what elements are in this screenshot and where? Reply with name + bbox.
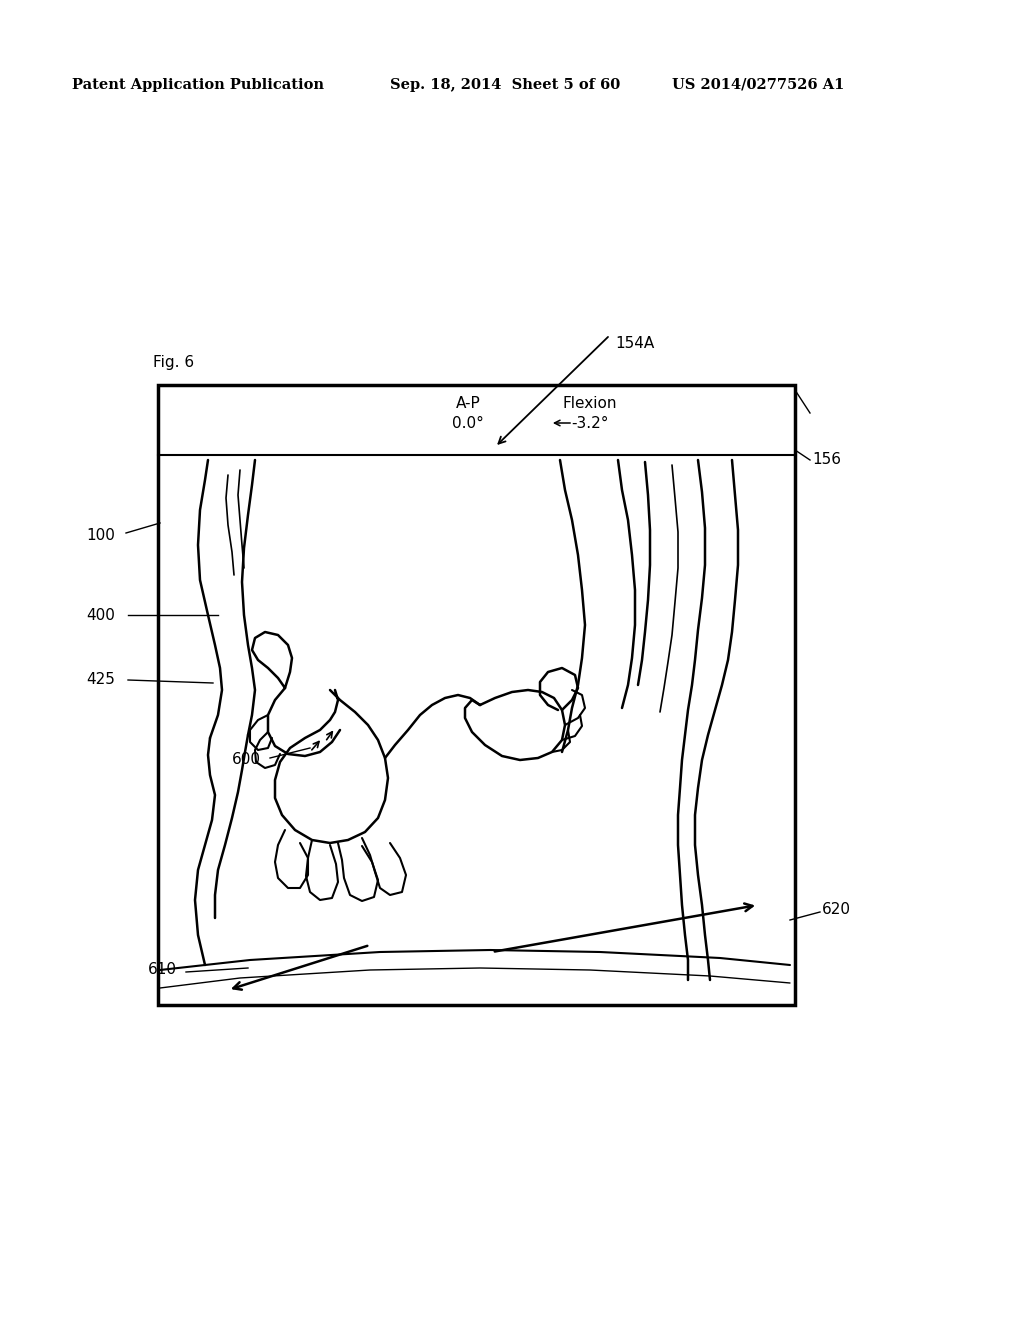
Text: -3.2°: -3.2°: [571, 416, 608, 430]
Text: Fig. 6: Fig. 6: [153, 355, 195, 371]
Text: 620: 620: [822, 903, 851, 917]
Text: US 2014/0277526 A1: US 2014/0277526 A1: [672, 78, 845, 92]
Text: A-P: A-P: [456, 396, 480, 411]
Text: Sep. 18, 2014  Sheet 5 of 60: Sep. 18, 2014 Sheet 5 of 60: [390, 78, 621, 92]
Text: 100: 100: [86, 528, 115, 543]
Text: 154A: 154A: [615, 335, 654, 351]
Text: Patent Application Publication: Patent Application Publication: [72, 78, 324, 92]
Text: Flexion: Flexion: [563, 396, 617, 411]
Text: 610: 610: [148, 962, 177, 978]
Text: 600: 600: [232, 752, 261, 767]
Text: 400: 400: [86, 607, 115, 623]
Text: 0.0°: 0.0°: [452, 416, 484, 430]
Bar: [158, 385, 795, 1005]
Text: 425: 425: [86, 672, 115, 688]
Text: 156: 156: [812, 453, 841, 467]
